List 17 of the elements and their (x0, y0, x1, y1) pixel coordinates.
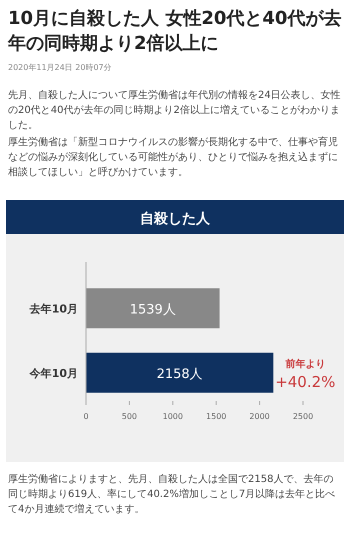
y-tick-label: 去年10月 (28, 302, 78, 316)
text: 先月、自殺した人について厚生労働省は年代別の情報を24日公表し、女性の20代と40代が去年の同じ時期より2倍以上に増えていることがわかりました。 (8, 88, 341, 133)
text: 厚生労働省は「新型コロナウイルスの影響が長期化する中で、仕事や育児などの悩みが深刻化している可能性があり、ひとりで悩みを抱え込まずに相談してほしい」と呼びかけています。 (8, 136, 339, 180)
x-tick-label: 2000 (249, 412, 270, 421)
text: 厚生労働省によりますと、先月、自殺した人は全国で2158人で、去年の同じ時期より619人、率にして40.2%増加しことし7月以降は去年と比べて4か月連続で増えています。 (8, 472, 336, 517)
chart-subtitle: 2020年11月24日 20時07分 (8, 62, 112, 73)
text: 自殺した人 (140, 211, 211, 227)
x-tick-label: 1000 (162, 412, 183, 421)
data-label: 2158人 (156, 366, 203, 382)
x-tick-label: 2500 (292, 412, 314, 421)
x-tick-label: 0 (83, 412, 89, 421)
x-tick-label: 1500 (206, 412, 226, 421)
data-label: 1539人 (130, 302, 176, 318)
y-tick-label: 今年10月 (28, 366, 78, 380)
annotation: 前年より +40.2% (275, 358, 336, 391)
x-tick-label: 500 (122, 412, 138, 421)
chart-title: 10月に自殺した人 女性20代と40代が去年の同時期より2倍以上に (8, 7, 342, 56)
